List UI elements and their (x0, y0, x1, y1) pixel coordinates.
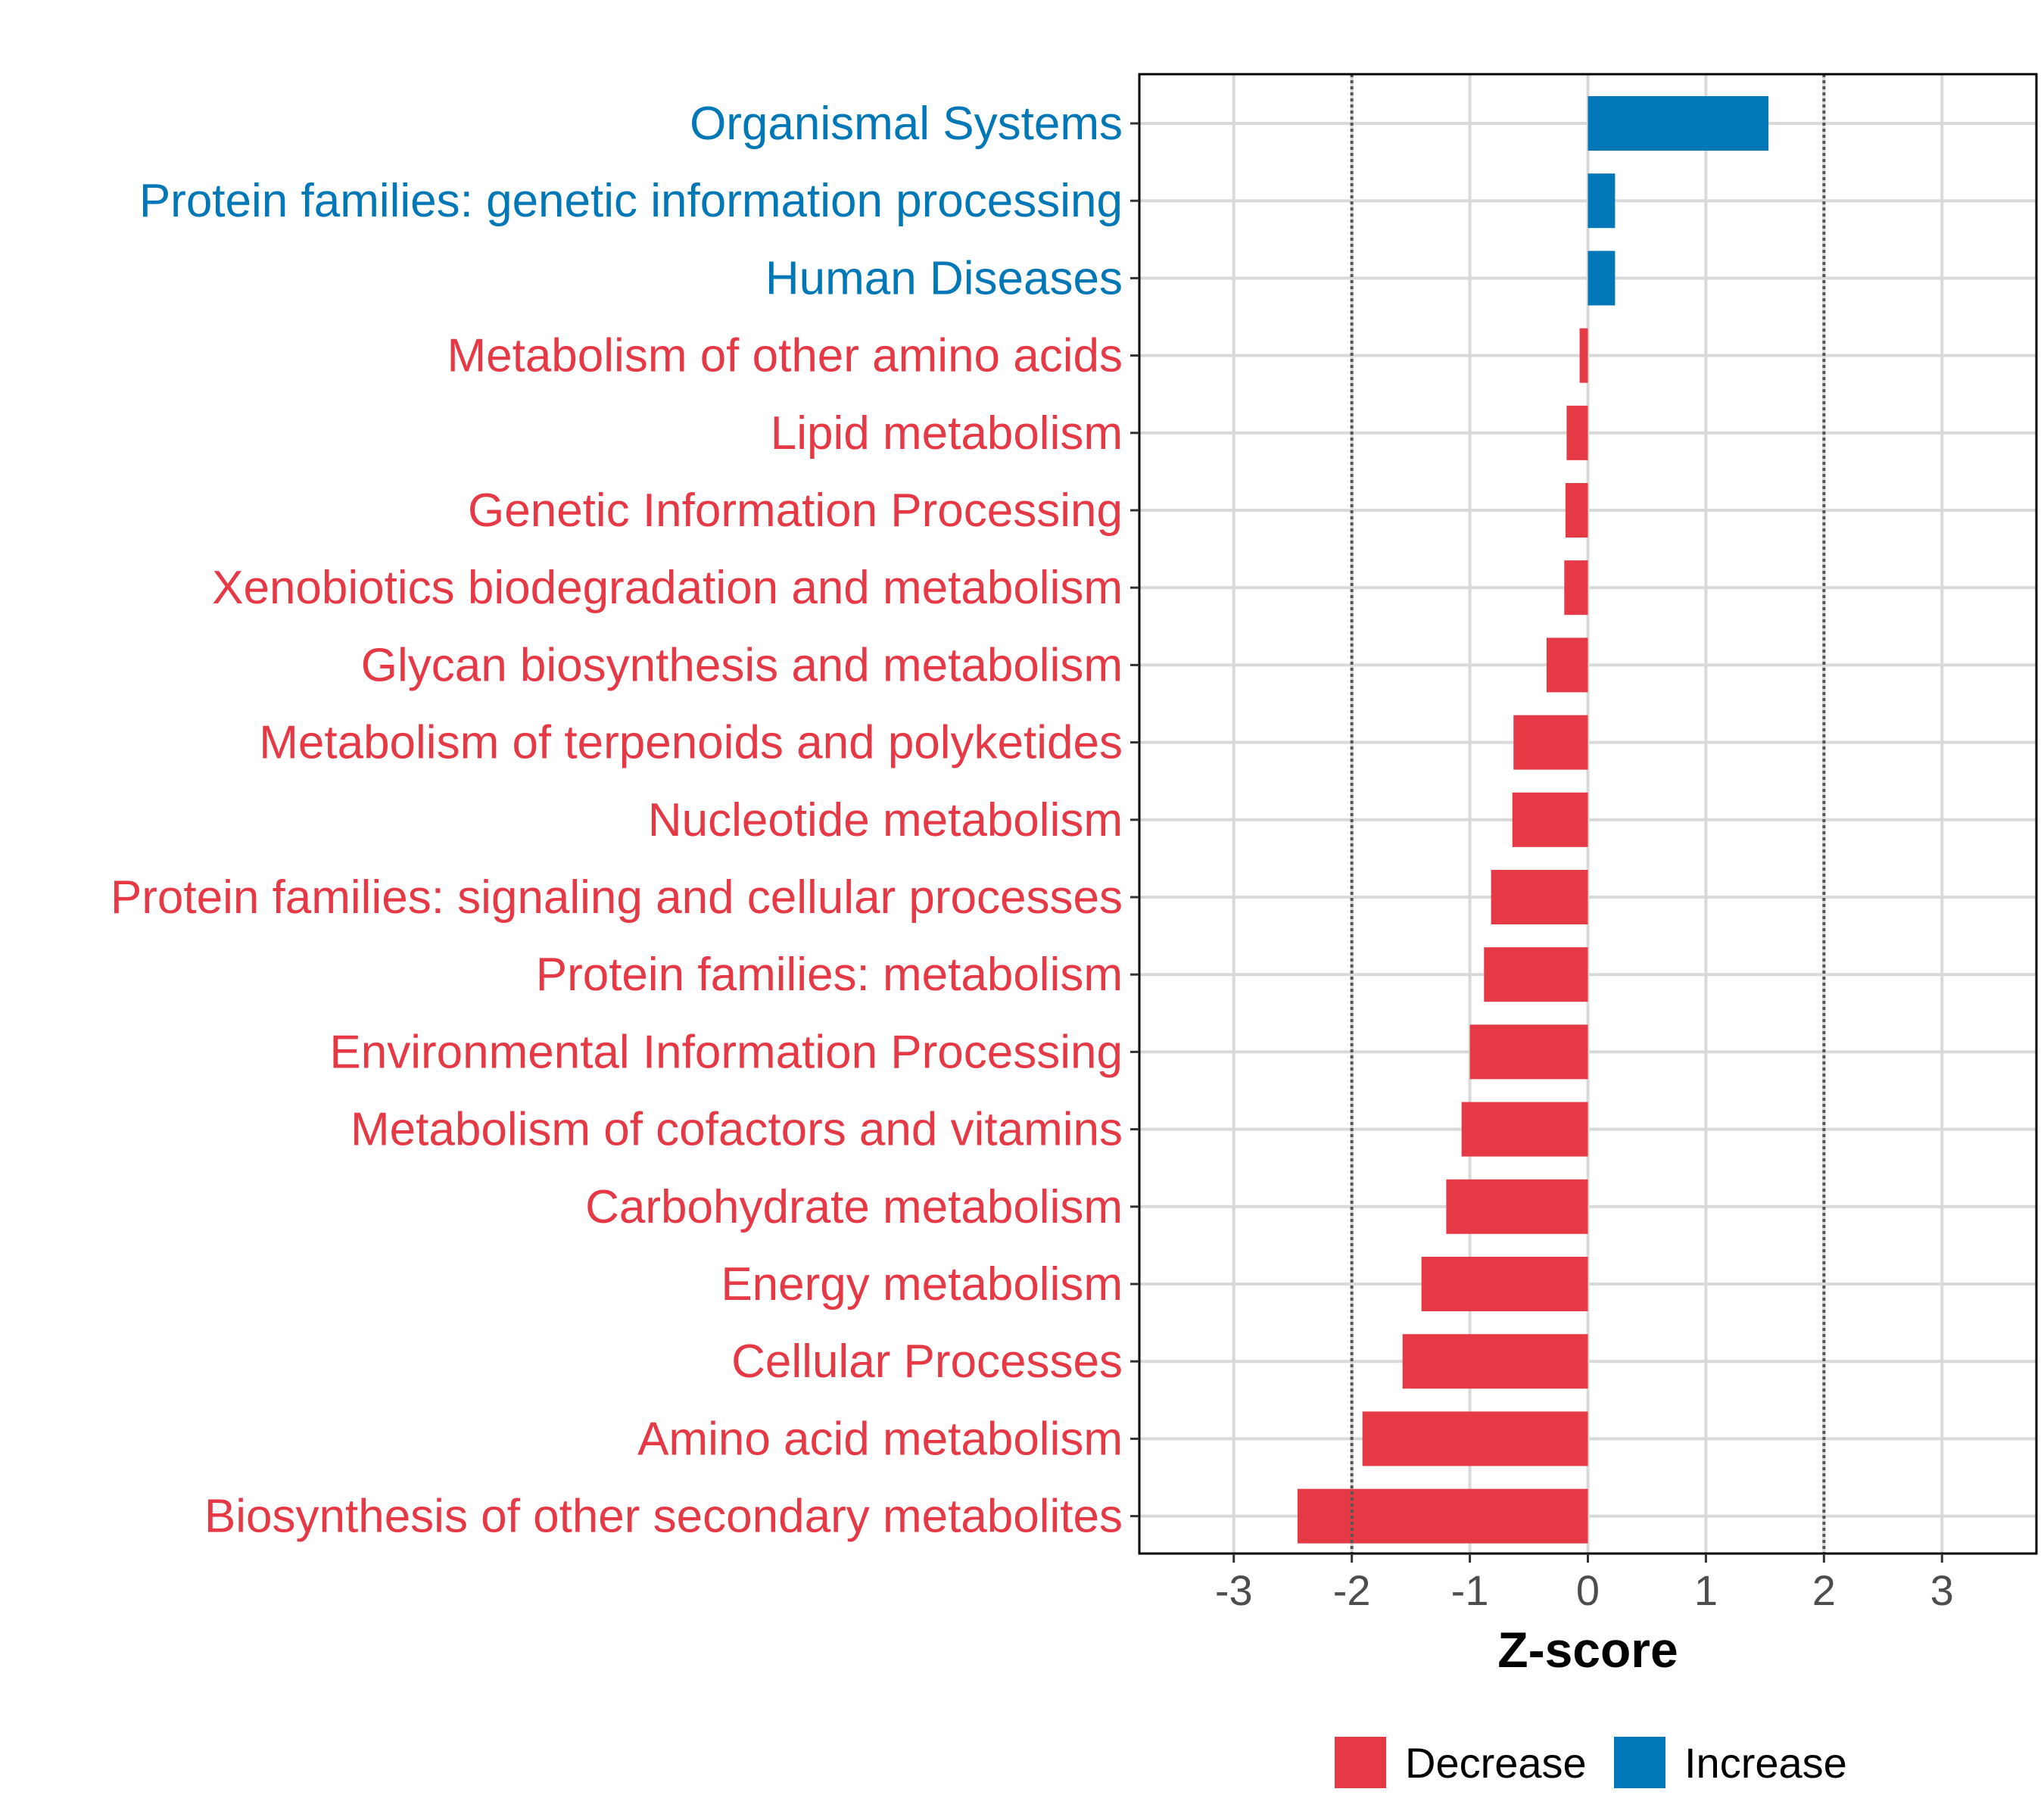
x-axis-title: Z-score (1497, 1622, 1678, 1678)
bar-lipid-metabolism (1566, 405, 1588, 460)
x-tick-label: -1 (1451, 1566, 1489, 1614)
category-label-protein-families-signaling-and-cellular-processes: Protein families: signaling and cellular… (111, 871, 1123, 924)
reference-lines (1350, 74, 1826, 1554)
y-axis: Organismal Systems Protein families: gene… (111, 98, 1139, 1543)
bar-protein-families-genetic-information-processing (1588, 173, 1616, 229)
bar-metabolism-of-other-amino-acids (1579, 328, 1588, 383)
legend-swatch-decrease (1335, 1737, 1386, 1788)
bar-protein-families-signaling-and-cellular-processes (1491, 870, 1588, 924)
bar-cellular-processes (1402, 1334, 1588, 1389)
x-tick-label: 3 (1930, 1566, 1954, 1614)
category-label-protein-families-metabolism: Protein families: metabolism (536, 949, 1123, 1001)
x-axis: -3 -2 -1 0 1 2 3 (1215, 1554, 1954, 1614)
bar-organismal-systems (1588, 96, 1769, 151)
bar-layer (1297, 96, 1769, 1544)
category-label-environmental-information-processing: Environmental Information Processing (329, 1026, 1123, 1078)
x-tick-label: 0 (1576, 1566, 1600, 1614)
bar-genetic-information-processing (1565, 483, 1588, 538)
bar-human-diseases (1588, 251, 1616, 306)
category-label-protein-families-genetic-information-processing: Protein families: genetic information pr… (139, 175, 1123, 227)
bar-environmental-information-processing (1469, 1024, 1588, 1080)
category-label-nucleotide-metabolism: Nucleotide metabolism (648, 794, 1123, 846)
category-label-human-diseases: Human Diseases (765, 252, 1123, 304)
bar-glycan-biosynthesis-and-metabolism (1546, 637, 1588, 693)
bar-metabolism-of-terpenoids-and-polyketides (1513, 715, 1588, 770)
bar-metabolism-of-cofactors-and-vitamins (1461, 1102, 1588, 1157)
category-label-xenobiotics-biodegradation-and-metabolism: Xenobiotics biodegradation and metabolis… (212, 562, 1123, 614)
category-label-carbohydrate-metabolism: Carbohydrate metabolism (585, 1181, 1123, 1233)
category-label-amino-acid-metabolism: Amino acid metabolism (637, 1413, 1123, 1465)
category-label-biosynthesis-of-other-secondary-metabolites: Biosynthesis of other secondary metaboli… (204, 1491, 1123, 1543)
category-label-lipid-metabolism: Lipid metabolism (771, 407, 1123, 460)
bar-amino-acid-metabolism (1362, 1411, 1588, 1466)
x-tick-label: 2 (1812, 1566, 1836, 1614)
category-label-cellular-processes: Cellular Processes (731, 1335, 1123, 1388)
category-label-genetic-information-processing: Genetic Information Processing (468, 485, 1123, 537)
x-tick-label: -2 (1333, 1566, 1371, 1614)
category-label-organismal-systems: Organismal Systems (690, 98, 1123, 150)
legend-label-increase: Increase (1684, 1739, 1847, 1787)
x-tick-label: 1 (1694, 1566, 1718, 1614)
category-label-metabolism-of-cofactors-and-vitamins: Metabolism of cofactors and vitamins (351, 1104, 1123, 1156)
category-label-metabolism-of-terpenoids-and-polyketides: Metabolism of terpenoids and polyketides (259, 717, 1123, 769)
bar-biosynthesis-of-other-secondary-metabolites (1297, 1488, 1588, 1544)
x-tick-label: -3 (1215, 1566, 1253, 1614)
bar-xenobiotics-biodegradation-and-metabolism (1564, 560, 1588, 616)
category-label-glycan-biosynthesis-and-metabolism: Glycan biosynthesis and metabolism (361, 639, 1123, 691)
legend: Decrease Increase (1335, 1737, 1847, 1788)
bar-protein-families-metabolism (1484, 947, 1588, 1002)
category-label-energy-metabolism: Energy metabolism (721, 1258, 1123, 1311)
legend-label-decrease: Decrease (1405, 1739, 1587, 1787)
bar-nucleotide-metabolism (1512, 792, 1588, 847)
bar-carbohydrate-metabolism (1446, 1179, 1588, 1234)
bar-energy-metabolism (1421, 1257, 1588, 1311)
category-label-metabolism-of-other-amino-acids: Metabolism of other amino acids (447, 330, 1123, 382)
legend-swatch-increase (1614, 1737, 1665, 1788)
